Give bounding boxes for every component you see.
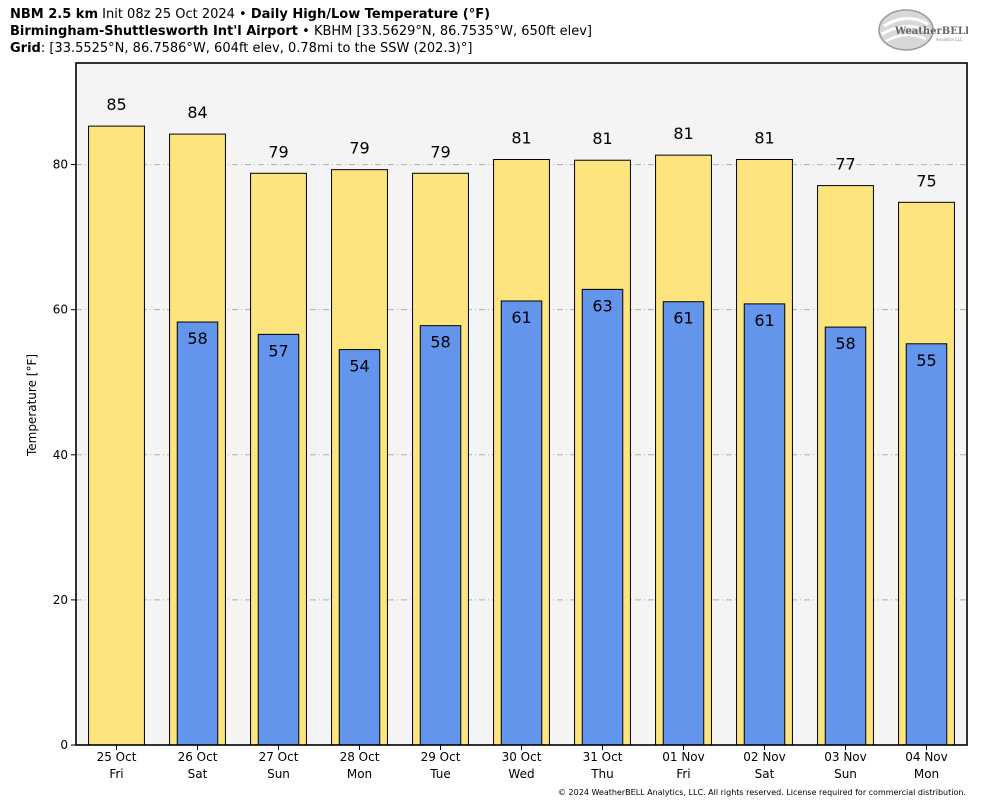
high-value-label: 84: [187, 103, 207, 122]
x-tick-label-date: 01 Nov: [662, 750, 705, 764]
low-bar: [581, 288, 624, 746]
low-bar: [500, 300, 543, 746]
x-tick-label-date: 26 Oct: [178, 750, 218, 764]
x-tick-label-day: Fri: [676, 767, 690, 781]
low-value-label: 61: [754, 311, 774, 330]
init-time: Init 08z 25 Oct 2024 •: [98, 7, 251, 22]
logo-text: WeatherBELL: [894, 26, 968, 37]
y-axis: 0 20 40 60 80: [53, 158, 76, 752]
station-details: • KBHM [33.5629°N, 86.7535°W, 650ft elev…: [298, 24, 592, 39]
station-name: Birmingham-Shuttlesworth Int'l Airport: [10, 24, 299, 39]
copyright-notice: © 2024 WeatherBELL Analytics, LLC. All r…: [558, 788, 966, 797]
low-value-label: 61: [511, 308, 531, 327]
x-tick-label-day: Sun: [267, 767, 290, 781]
x-tick-label-date: 25 Oct: [97, 750, 137, 764]
low-value-label: 58: [430, 333, 450, 352]
weatherbell-logo: WeatherBELL Analytics LLC: [878, 9, 968, 51]
grid-details: : [33.5525°N, 86.7586°W, 604ft elev, 0.7…: [40, 41, 473, 56]
high-value-label: 81: [754, 128, 774, 147]
logo-subtext: Analytics LLC: [936, 37, 963, 42]
x-tick-label-date: 03 Nov: [824, 750, 867, 764]
x-tick-label-date: 04 Nov: [905, 750, 948, 764]
chart-header-line-3: Grid: [33.5525°N, 86.7586°W, 604ft elev,…: [10, 41, 472, 57]
x-tick-label-date: 31 Oct: [583, 750, 623, 764]
x-tick-label-day: Mon: [914, 767, 939, 781]
low-bars: [176, 288, 948, 746]
low-value-labels: 58 57 54 58 61 63 61 61 58 55: [187, 296, 936, 375]
x-tick-label-date: 29 Oct: [421, 750, 461, 764]
low-value-label: 54: [349, 357, 369, 376]
x-tick-label-day: Thu: [590, 767, 614, 781]
y-tick-label: 40: [53, 448, 68, 462]
low-value-label: 57: [268, 341, 288, 360]
high-value-label: 79: [430, 142, 450, 161]
high-bar: [88, 125, 145, 746]
high-value-labels: 85 84 79 79 79 81 81 81 81 77 75: [106, 95, 936, 190]
high-value-label: 77: [835, 155, 855, 174]
x-tick-label-date: 27 Oct: [259, 750, 299, 764]
x-tick-label-day: Fri: [109, 767, 123, 781]
y-axis-label: Temperature [°F]: [25, 354, 39, 457]
low-bar: [257, 333, 300, 746]
x-tick-label-day: Mon: [347, 767, 372, 781]
y-tick-label: 0: [60, 738, 68, 752]
model-name: NBM 2.5 km: [10, 7, 98, 22]
product-title: Daily High/Low Temperature (°F): [250, 7, 491, 22]
low-bar: [338, 349, 381, 746]
y-tick-label: 80: [53, 158, 68, 172]
low-bar: [743, 303, 786, 746]
high-value-label: 81: [673, 124, 693, 143]
x-tick-label-day: Sat: [755, 767, 775, 781]
low-value-label: 55: [916, 351, 936, 370]
high-value-label: 79: [349, 139, 369, 158]
x-tick-label-day: Sun: [834, 767, 857, 781]
chart-header-line-2: Birmingham-Shuttlesworth Int'l Airport •…: [10, 24, 592, 40]
low-value-label: 58: [187, 329, 207, 348]
low-value-label: 63: [592, 296, 612, 315]
y-tick-label: 20: [53, 593, 68, 607]
low-bar: [662, 301, 705, 746]
x-tick-label-day: Sat: [188, 767, 208, 781]
y-tick-label: 60: [53, 303, 68, 317]
low-value-label: 58: [835, 334, 855, 353]
high-value-label: 81: [511, 128, 531, 147]
low-bar: [419, 325, 462, 746]
x-tick-label-date: 02 Nov: [743, 750, 786, 764]
high-value-label: 75: [916, 171, 936, 190]
x-tick-label-day: Tue: [429, 767, 451, 781]
x-tick-label-day: Wed: [508, 767, 534, 781]
chart-header-line-1: NBM 2.5 km Init 08z 25 Oct 2024 • Daily …: [10, 7, 490, 23]
low-bar: [905, 343, 948, 746]
x-tick-label-date: 28 Oct: [340, 750, 380, 764]
high-value-label: 81: [592, 129, 612, 148]
x-axis: 25 Oct Fri 26 Oct Sat 27 Oct Sun 28 Oct Mon 29 O…: [97, 745, 948, 781]
low-value-label: 61: [673, 309, 693, 328]
low-bar: [824, 326, 867, 746]
high-value-label: 79: [268, 142, 288, 161]
grid-label: Grid: [10, 41, 41, 56]
x-tick-label-date: 30 Oct: [502, 750, 542, 764]
high-value-label: 85: [106, 95, 126, 114]
low-bar: [176, 321, 219, 746]
